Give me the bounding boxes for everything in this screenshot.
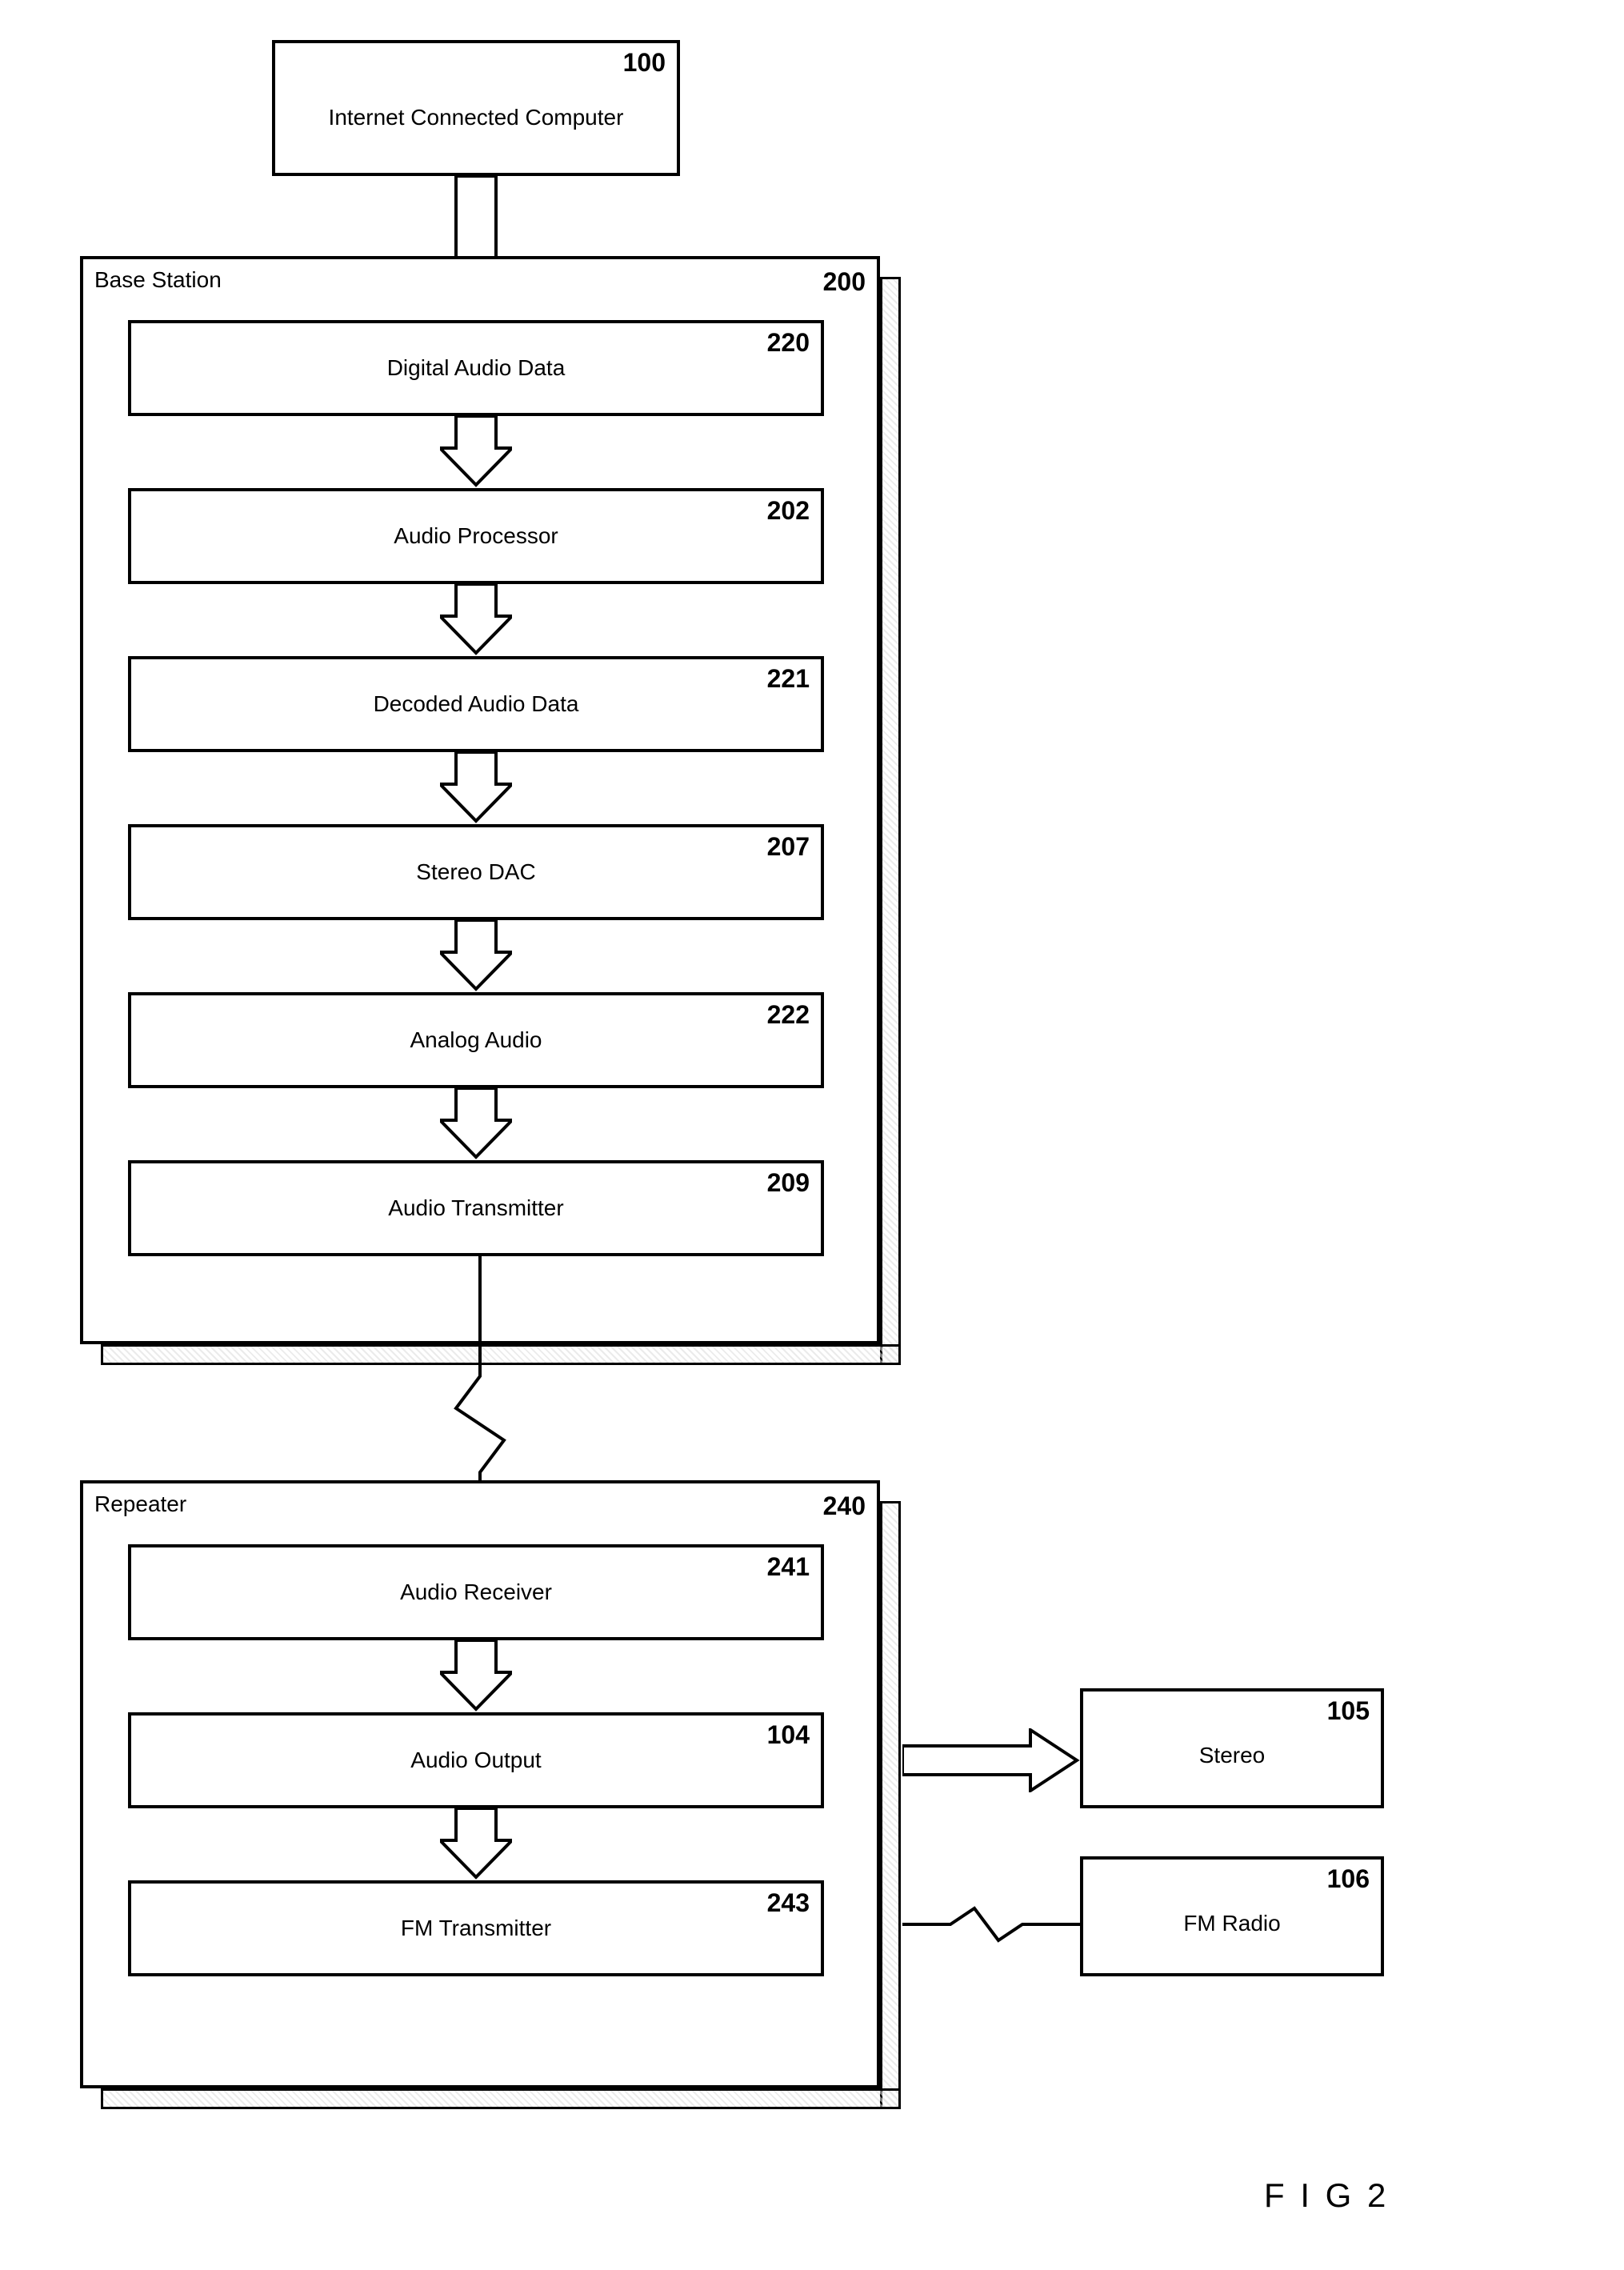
arrow-icon [440, 920, 512, 992]
arrow-icon [440, 1808, 512, 1880]
node-label: Stereo DAC [416, 859, 535, 885]
node-audio-transmitter: 209 Audio Transmitter [128, 1160, 824, 1256]
node-stereo: 105 Stereo [1080, 1688, 1384, 1808]
node-id: 209 [767, 1168, 810, 1198]
node-label: Audio Transmitter [388, 1195, 563, 1221]
node-fm-transmitter: 243 FM Transmitter [128, 1880, 824, 1976]
node-audio-receiver: 241 Audio Receiver [128, 1544, 824, 1640]
node-id: 202 [767, 496, 810, 526]
container-shadow [880, 277, 901, 1365]
node-label: Audio Receiver [400, 1579, 552, 1605]
node-audio-processor: 202 Audio Processor [128, 488, 824, 584]
node-label: Internet Connected Computer [329, 105, 624, 130]
node-fm-radio: 106 FM Radio [1080, 1856, 1384, 1976]
node-id: 243 [767, 1888, 810, 1918]
node-label: Analog Audio [410, 1027, 542, 1053]
arrow-icon [440, 416, 512, 488]
node-stereo-dac: 207 Stereo DAC [128, 824, 824, 920]
container-title: Base Station [94, 267, 222, 293]
node-label: FM Transmitter [401, 1916, 551, 1941]
node-id: 221 [767, 664, 810, 694]
node-label: Digital Audio Data [387, 355, 566, 381]
arrow-icon [902, 1728, 1080, 1796]
node-analog-audio: 222 Analog Audio [128, 992, 824, 1088]
node-id: 207 [767, 832, 810, 862]
node-id: 241 [767, 1552, 810, 1582]
arrow-icon [440, 1640, 512, 1712]
node-audio-output: 104 Audio Output [128, 1712, 824, 1808]
node-label: Stereo [1199, 1743, 1266, 1768]
container-shadow [880, 1501, 901, 2109]
arrow-icon [440, 1088, 512, 1160]
container-shadow [101, 2088, 901, 2109]
figure-label: F I G 2 [1264, 2176, 1389, 2215]
node-id: 106 [1327, 1864, 1370, 1894]
arrow-icon [440, 752, 512, 824]
node-id: 100 [623, 48, 666, 78]
node-id: 104 [767, 1720, 810, 1750]
diagram-canvas: 100 Internet Connected Computer Base Sta… [32, 32, 1592, 2238]
node-id: 220 [767, 328, 810, 358]
node-label: Audio Output [410, 1748, 541, 1773]
node-digital-audio-data: 220 Digital Audio Data [128, 320, 824, 416]
node-label: Decoded Audio Data [374, 691, 579, 717]
node-internet-computer: 100 Internet Connected Computer [272, 40, 680, 176]
container-title: Repeater [94, 1491, 186, 1517]
node-decoded-audio-data: 221 Decoded Audio Data [128, 656, 824, 752]
arrow-icon [440, 584, 512, 656]
wireless-link-icon [902, 1904, 1080, 1948]
node-label: Audio Processor [394, 523, 558, 549]
container-id: 200 [823, 267, 866, 297]
container-id: 240 [823, 1491, 866, 1521]
node-label: FM Radio [1183, 1911, 1280, 1936]
node-id: 105 [1327, 1696, 1370, 1726]
node-id: 222 [767, 1000, 810, 1030]
